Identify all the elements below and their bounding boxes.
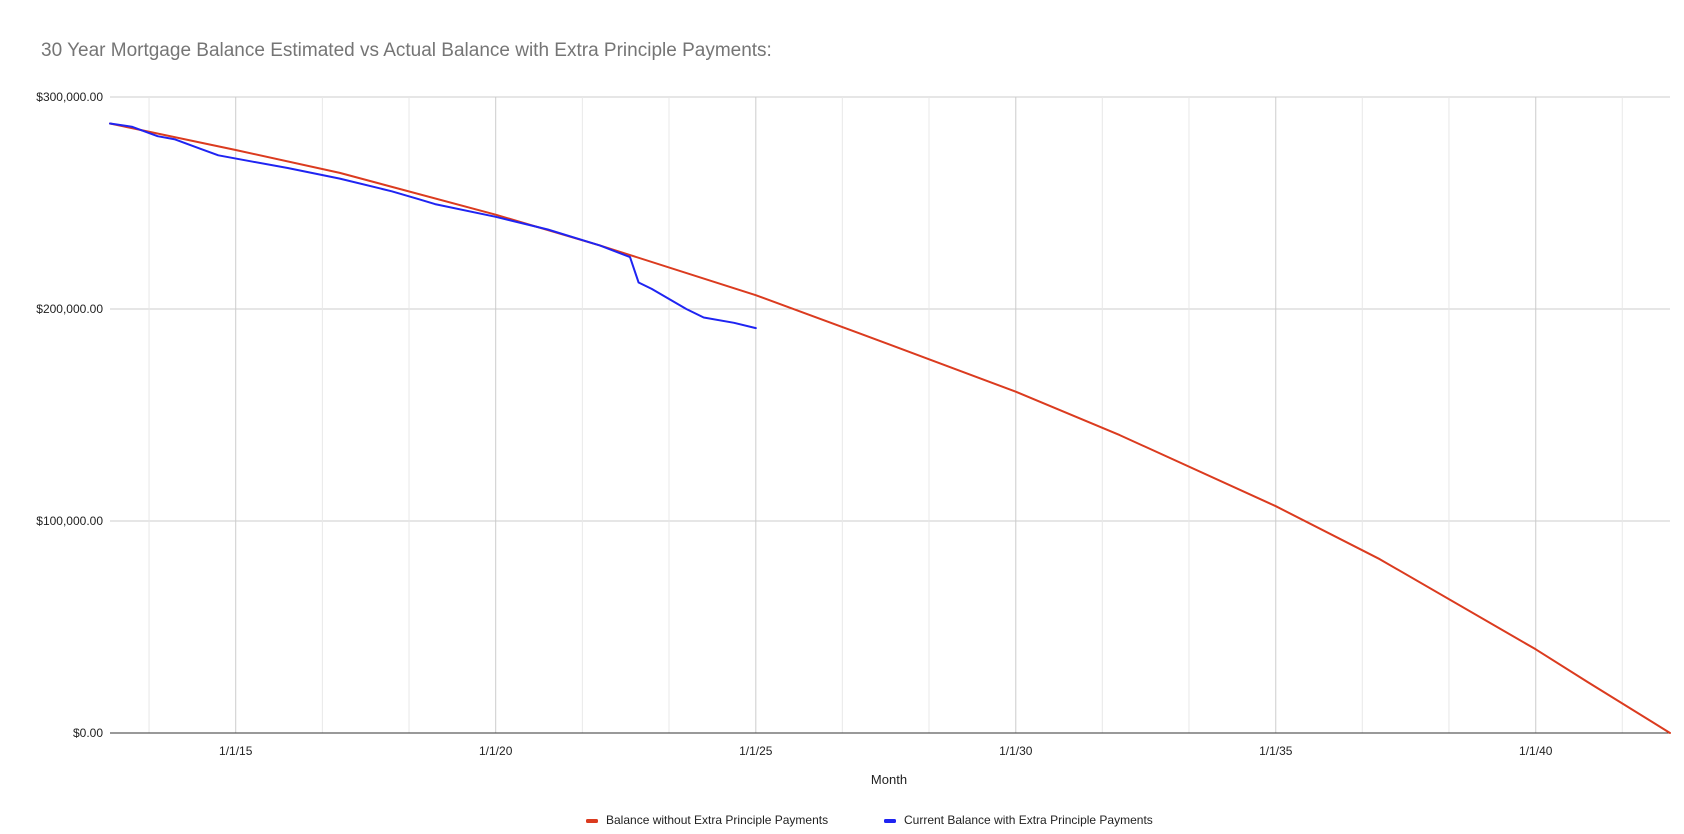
- series-line-2: [109, 122, 757, 330]
- legend-label: Balance without Extra Principle Payments: [606, 813, 828, 827]
- x-tick-label: 1/1/15: [219, 744, 253, 758]
- x-tick-label: 1/1/20: [479, 744, 513, 758]
- series-lines: [109, 122, 1671, 734]
- legend-label: Current Balance with Extra Principle Pay…: [904, 813, 1153, 827]
- y-tick-label: $200,000.00: [36, 302, 103, 316]
- legend-swatch: [586, 819, 598, 823]
- y-tick-label: $100,000.00: [36, 514, 103, 528]
- tick-labels: $0.00 $100,000.00 $200,000.00 $300,000.00 1/…: [36, 90, 1552, 758]
- y-tick-label: $300,000.00: [36, 90, 103, 104]
- x-axis-title: Month: [871, 772, 907, 787]
- gridlines: [110, 96, 1670, 733]
- x-tick-label: 1/1/40: [1519, 744, 1553, 758]
- x-tick-label: 1/1/25: [739, 744, 773, 758]
- x-tick-label: 1/1/30: [999, 744, 1033, 758]
- legend-swatch: [884, 819, 896, 823]
- y-tick-label: $0.00: [73, 726, 103, 740]
- legend: Balance without Extra Principle Payments…: [586, 813, 1153, 827]
- series-line-1: [109, 122, 1671, 734]
- x-tick-label: 1/1/35: [1259, 744, 1293, 758]
- chart-title: 30 Year Mortgage Balance Estimated vs Ac…: [41, 40, 772, 61]
